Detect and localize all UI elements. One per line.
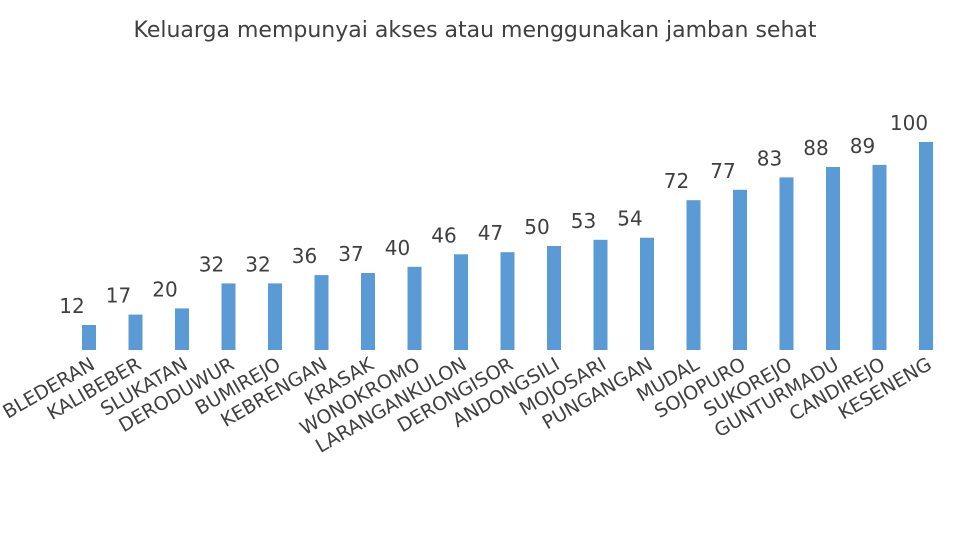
data-label: 12 [59,294,84,318]
bar-andongsili [547,246,561,350]
data-label: 88 [803,136,828,160]
data-label: 53 [571,209,596,233]
data-label: 40 [385,236,410,260]
data-label: 46 [431,223,456,247]
data-label: 72 [664,169,689,193]
data-label: 89 [850,134,875,158]
bar-derongisor [500,252,515,350]
bar-blederan [82,325,96,350]
data-label: 50 [524,215,549,239]
data-label: 54 [617,207,642,231]
bar-keseneng [919,142,933,350]
bar-deroduwur [221,283,236,350]
bar-mudal [686,200,701,350]
bar-slukatan [175,308,189,350]
data-label: 37 [338,242,363,266]
bar-larangankulon [454,254,468,350]
data-label: 32 [199,252,224,276]
data-label: 36 [292,244,317,268]
bar-kalibeber [128,314,143,350]
data-label: 20 [152,277,177,301]
data-label: 47 [478,221,503,245]
data-label: 32 [245,252,270,276]
bar-pungangan [640,237,654,350]
data-label: 77 [710,159,735,183]
bar-bumirejo [268,283,282,350]
bar-kebrengan [314,275,329,350]
bar-sojopuro [733,189,747,350]
bar-krasak [361,273,375,350]
data-label: 83 [757,146,782,170]
data-label: 17 [106,284,131,308]
bar-candirejo [872,164,887,350]
data-label: 100 [890,111,928,135]
bar-gunturmadu [826,167,840,350]
bar-sukorejo [779,177,794,350]
bar-mojosari [593,239,608,350]
bar-wonokromo [407,266,422,350]
chart-title: Keluarga mempunyai akses atau menggunaka… [133,18,817,43]
